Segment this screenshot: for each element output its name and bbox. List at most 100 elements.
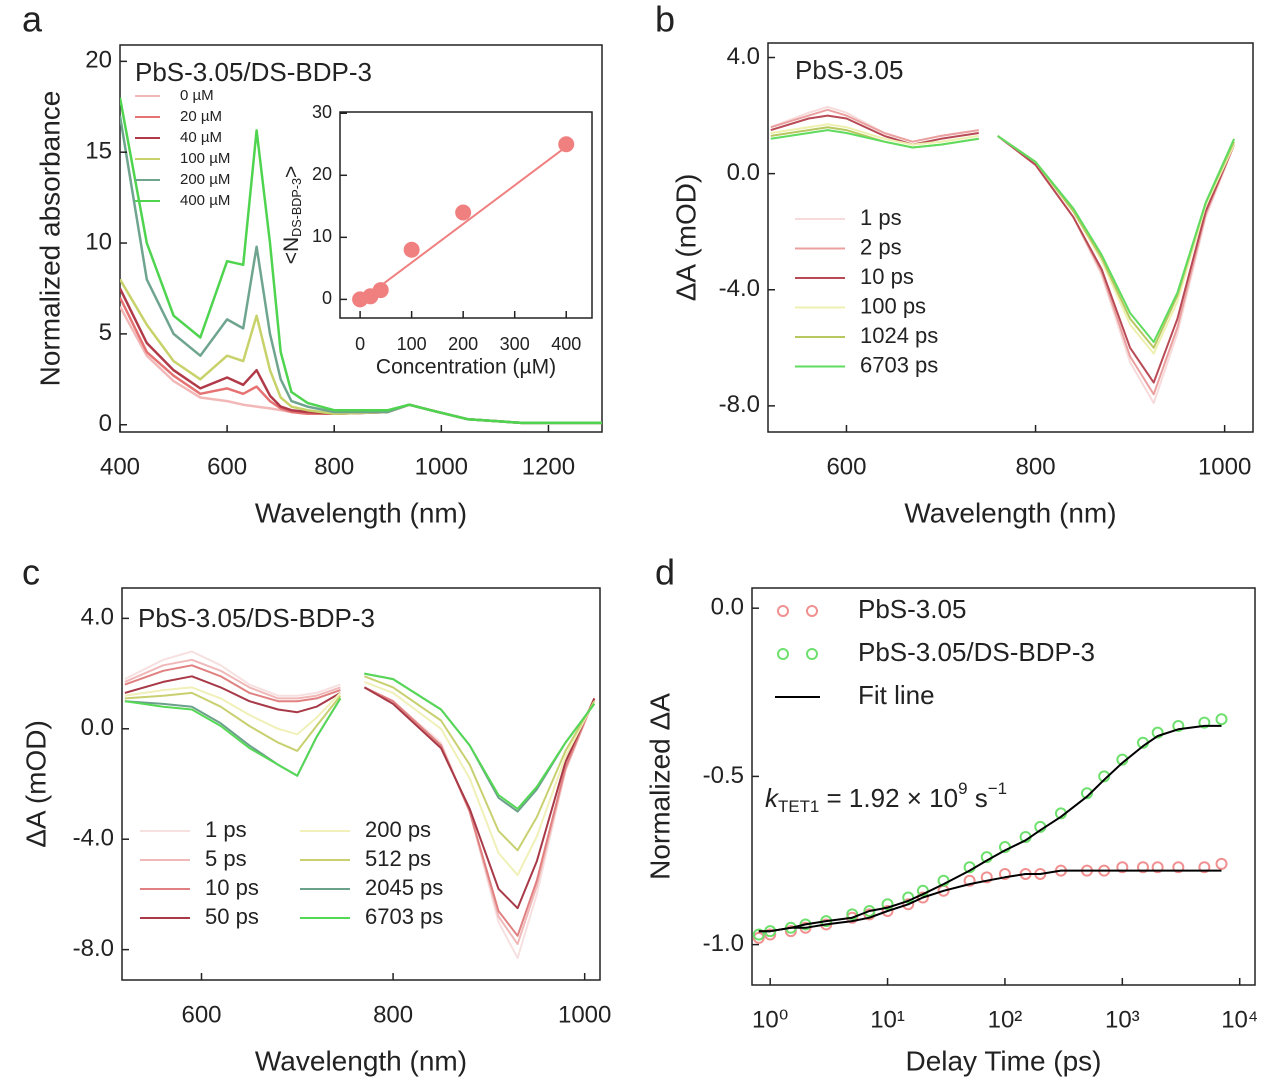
y-tick-label: -8.0 — [73, 935, 114, 962]
data-point — [1215, 857, 1228, 870]
plot-area — [770, 105, 1236, 404]
data-point — [1136, 861, 1149, 874]
x-tick-label: 10⁰ — [752, 1006, 788, 1033]
series-line — [124, 672, 596, 810]
annotation-part: s — [968, 783, 988, 813]
chart-title: PbS-3.05/DS-BDP-3 — [138, 603, 375, 633]
x-tick-label: 600 — [826, 453, 866, 480]
data-point — [881, 904, 894, 917]
legend-label: 20 µM — [180, 108, 222, 125]
x-tick-label: 10⁴ — [1221, 1006, 1258, 1033]
x-tick-label: 10³ — [1105, 1006, 1140, 1033]
y-axis-label-part: DS-BDP-3 — [290, 178, 304, 237]
legend-label: 512 ps — [365, 846, 431, 871]
annotation-part: −1 — [988, 779, 1007, 798]
plot-area — [124, 650, 596, 959]
x-tick-label: 1000 — [1198, 453, 1251, 480]
panel-label: d — [655, 552, 675, 593]
x-tick-label: 1000 — [558, 1001, 611, 1028]
legend-label: 40 µM — [180, 129, 222, 146]
data-point — [963, 874, 976, 887]
x-tick-label: 300 — [500, 334, 530, 354]
y-tick-label: 4.0 — [727, 43, 760, 70]
legend-label: 10 ps — [205, 875, 259, 900]
y-tick-label: 10 — [85, 228, 112, 255]
y-tick-label: 30 — [312, 102, 332, 122]
x-tick-label: 10² — [988, 1006, 1023, 1033]
x-axis-label: Concentration (µM) — [376, 356, 556, 379]
plot-area — [752, 713, 1228, 944]
y-tick-label: -8.0 — [719, 391, 760, 418]
y-tick-label: 4.0 — [81, 604, 114, 631]
data-point — [1198, 861, 1211, 874]
legend-label: 1 ps — [860, 205, 902, 230]
series-line — [124, 664, 596, 937]
data-point — [558, 136, 575, 153]
plot-frame — [121, 587, 601, 981]
legend-label: 2045 ps — [365, 875, 443, 900]
annotation-part: 9 — [958, 779, 967, 798]
legend-label: 100 ps — [860, 293, 926, 318]
legend-label: 1024 ps — [860, 323, 938, 348]
y-tick-label: 5 — [99, 319, 112, 346]
series-line — [770, 114, 1236, 384]
x-tick-label: 800 — [373, 1001, 413, 1028]
y-tick-label: 0.0 — [711, 594, 744, 621]
legend-swatch — [806, 605, 818, 617]
chart-title: PbS-3.05 — [795, 55, 903, 85]
legend-label: 6703 ps — [860, 352, 938, 377]
series-line — [124, 675, 596, 910]
panel-label: c — [22, 552, 40, 593]
x-tick-label: 200 — [448, 334, 478, 354]
y-tick-label: -4.0 — [719, 275, 760, 302]
data-point — [1151, 726, 1164, 739]
y-tick-label: 15 — [85, 138, 112, 165]
series-line — [758, 724, 1222, 933]
data-point — [455, 204, 472, 221]
data-point — [1151, 861, 1164, 874]
legend-label: 5 ps — [205, 846, 247, 871]
legend-label: 50 ps — [205, 904, 259, 929]
y-tick-label: 0.0 — [727, 159, 760, 186]
y-tick-label: 0 — [322, 288, 332, 308]
series-line — [124, 680, 596, 877]
annotation-part: k — [765, 783, 780, 813]
data-point — [881, 898, 894, 911]
data-point — [403, 241, 420, 258]
x-axis-label: Wavelength (nm) — [255, 1045, 467, 1076]
data-point — [752, 928, 765, 941]
y-axis-label: Normalized absorbance — [34, 91, 65, 387]
x-tick-label: 1200 — [522, 453, 575, 480]
y-tick-label: 20 — [85, 47, 112, 74]
x-tick-label: 0 — [355, 334, 365, 354]
legend-label: 10 ps — [860, 264, 914, 289]
annotation-part: TET1 — [778, 797, 819, 816]
legend-label: 1 ps — [205, 817, 247, 842]
annotation: kTET1 = 1.92 × 109 s−1 — [765, 779, 1007, 816]
y-axis-label-part: > — [280, 166, 303, 178]
y-axis-label: <NDS-BDP-3> — [280, 166, 305, 264]
y-tick-label: 20 — [312, 164, 332, 184]
data-point — [784, 925, 797, 938]
y-axis-label: ΔA (mOD) — [20, 720, 51, 848]
data-point — [863, 908, 876, 921]
data-point — [846, 908, 859, 921]
legend-label: PbS-3.05/DS-BDP-3 — [858, 637, 1095, 667]
data-point — [752, 931, 765, 944]
plot-area — [120, 97, 602, 425]
legend-label: 100 µM — [180, 150, 230, 167]
legend-label: 2 ps — [860, 234, 902, 259]
data-point — [1172, 719, 1185, 732]
plot-frame — [767, 42, 1254, 433]
legend-label: PbS-3.05 — [858, 594, 966, 624]
x-axis-label: Wavelength (nm) — [255, 497, 467, 528]
legend-label: 400 µM — [180, 192, 230, 209]
legend-label: 6703 ps — [365, 904, 443, 929]
legend-label: 200 ps — [365, 817, 431, 842]
x-tick-label: 10¹ — [870, 1006, 905, 1033]
x-tick-label: 800 — [314, 453, 354, 480]
x-tick-label: 800 — [1016, 453, 1056, 480]
x-tick-label: 400 — [100, 453, 140, 480]
legend-swatch — [777, 648, 789, 660]
panel-label: a — [22, 0, 43, 40]
